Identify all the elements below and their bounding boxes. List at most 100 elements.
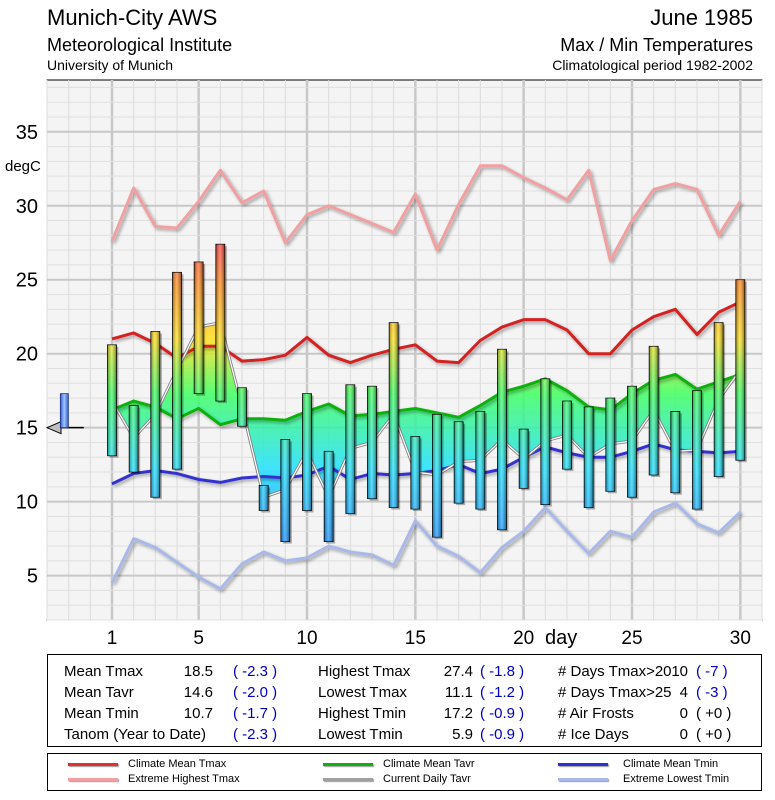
stat-anomaly: ( -1.8 ) (480, 663, 525, 680)
daily-bars (107, 243, 747, 544)
stat-label: Tanom (Year to Date) (64, 726, 207, 743)
legend: Climate Mean Tmax Extreme Highest Tmax C… (47, 753, 762, 791)
x-tick-label: 20 (513, 628, 534, 649)
stat-value: 18.5 (183, 663, 213, 680)
y-axis: 5 10 15 20 25 30 35 (16, 122, 38, 588)
daily-bar-highlight (735, 279, 745, 461)
daily-bar-highlight (324, 451, 334, 542)
y-tick-label: 30 (16, 196, 38, 218)
stat-value: 10.7 (183, 705, 213, 722)
stat-anomaly: ( -3 ) (696, 684, 728, 701)
daily-bar-highlight (172, 272, 182, 470)
tanom-indicator (45, 393, 84, 435)
daily-bar-highlight (519, 429, 529, 489)
daily-bar-highlight (584, 406, 594, 508)
daily-bar-highlight (237, 387, 247, 427)
x-tick-label: 25 (621, 628, 642, 649)
stat-label: Highest Tmax (318, 663, 411, 680)
daily-bar-highlight (302, 393, 312, 511)
y-tick-label: 20 (16, 344, 38, 366)
daily-bar-highlight (670, 411, 680, 493)
y-tick-label: 5 (27, 566, 38, 588)
legend-swatch (558, 778, 608, 781)
daily-bar-highlight (497, 349, 507, 530)
y-tick-label: 35 (16, 122, 38, 144)
x-tick-label: 5 (193, 628, 204, 649)
stat-label: Mean Tavr (64, 684, 134, 701)
legend-label: Climate Mean Tavr (383, 758, 475, 770)
stat-value: 14.6 (183, 684, 213, 701)
daily-bar-highlight (714, 322, 724, 477)
anomaly-fill (112, 322, 741, 498)
x-axis: 1 5 10 15 20 25 30 (107, 628, 751, 649)
daily-bar-highlight (259, 485, 269, 511)
daily-bar-highlight (389, 322, 399, 508)
x-tick-label: 30 (730, 628, 751, 649)
stat-value: 10 (671, 663, 688, 680)
daily-bar-highlight (150, 331, 160, 498)
stat-label: Mean Tmax (64, 663, 143, 680)
daily-bar-highlight (280, 439, 290, 542)
daily-bar-highlight (345, 384, 355, 514)
legend-swatch (323, 763, 373, 766)
daily-bar-highlight (627, 386, 637, 498)
extreme-lowest-tmin-line (110, 501, 742, 591)
stat-label: # Air Frosts (558, 705, 634, 722)
stat-anomaly: ( -2.3 ) (233, 726, 278, 743)
tanom-bar (59, 393, 69, 429)
university-name: University of Munich (47, 57, 174, 73)
stat-value: 0 (679, 705, 688, 722)
statistics-panel: Mean Tmax 18.5 ( -2.3 ) Mean Tavr 14.6 (… (47, 654, 762, 747)
stat-value: 0 (679, 726, 688, 743)
y-tick-label: 15 (16, 418, 38, 440)
legend-swatch (323, 778, 373, 781)
stat-anomaly: ( -7 ) (696, 663, 728, 680)
daily-bar-highlight (194, 261, 204, 394)
y-tick-label: 25 (16, 270, 38, 292)
institute-name: Meteorological Institute (47, 35, 233, 55)
daily-bar-highlight (215, 244, 225, 402)
stat-value: 11.1 (444, 684, 473, 701)
tavr-anomaly-area (112, 322, 741, 498)
x-tick-label: 10 (296, 628, 317, 649)
stat-anomaly: ( -1.2 ) (480, 684, 525, 701)
stat-value: 5.9 (452, 726, 473, 743)
month-title: June 1985 (650, 5, 753, 30)
stat-label: Highest Tmin (318, 705, 407, 722)
stat-label: # Days Tmax>25 (558, 684, 672, 701)
legend-label: Extreme Lowest Tmin (623, 773, 730, 785)
stat-label: # Days Tmax>20 (558, 663, 672, 680)
climatological-period: Climatological period 1982-2002 (552, 57, 753, 73)
stat-anomaly: ( -0.9 ) (480, 726, 525, 743)
legend-label: Climate Mean Tmax (128, 758, 227, 770)
stat-label: Lowest Tmin (318, 726, 403, 743)
stat-value: 4 (679, 684, 688, 701)
station-title: Munich-City AWS (47, 5, 218, 30)
x-tick-label: 1 (107, 628, 118, 649)
legend-label: Climate Mean Tmin (623, 758, 719, 770)
daily-bar-highlight (605, 398, 615, 492)
x-axis-label: day (545, 627, 577, 649)
y-tick-label: 10 (16, 492, 38, 514)
stat-label: Lowest Tmax (318, 684, 407, 701)
daily-bar-highlight (562, 401, 572, 470)
extreme-highest-tmax-line (110, 164, 742, 262)
legend-swatch (68, 778, 118, 781)
legend-label: Extreme Highest Tmax (128, 773, 240, 785)
stat-value: 27.4 (443, 663, 473, 680)
stat-anomaly: ( +0 ) (696, 705, 732, 722)
daily-bar-highlight (454, 421, 464, 504)
x-tick-label: 15 (405, 628, 426, 649)
stat-anomaly: ( -2.0 ) (233, 684, 278, 701)
stat-anomaly: ( -1.7 ) (233, 705, 278, 722)
stat-anomaly: ( +0 ) (696, 726, 732, 743)
legend-swatch (68, 763, 118, 766)
daily-bar-highlight (367, 386, 377, 499)
daily-bar-highlight (649, 346, 659, 476)
daily-bar-highlight (475, 411, 485, 510)
stat-anomaly: ( -0.9 ) (480, 705, 525, 722)
daily-bar-highlight (107, 344, 117, 456)
daily-bar-highlight (432, 414, 442, 538)
chart-kind-title: Max / Min Temperatures (560, 35, 753, 55)
legend-swatch (558, 763, 608, 766)
